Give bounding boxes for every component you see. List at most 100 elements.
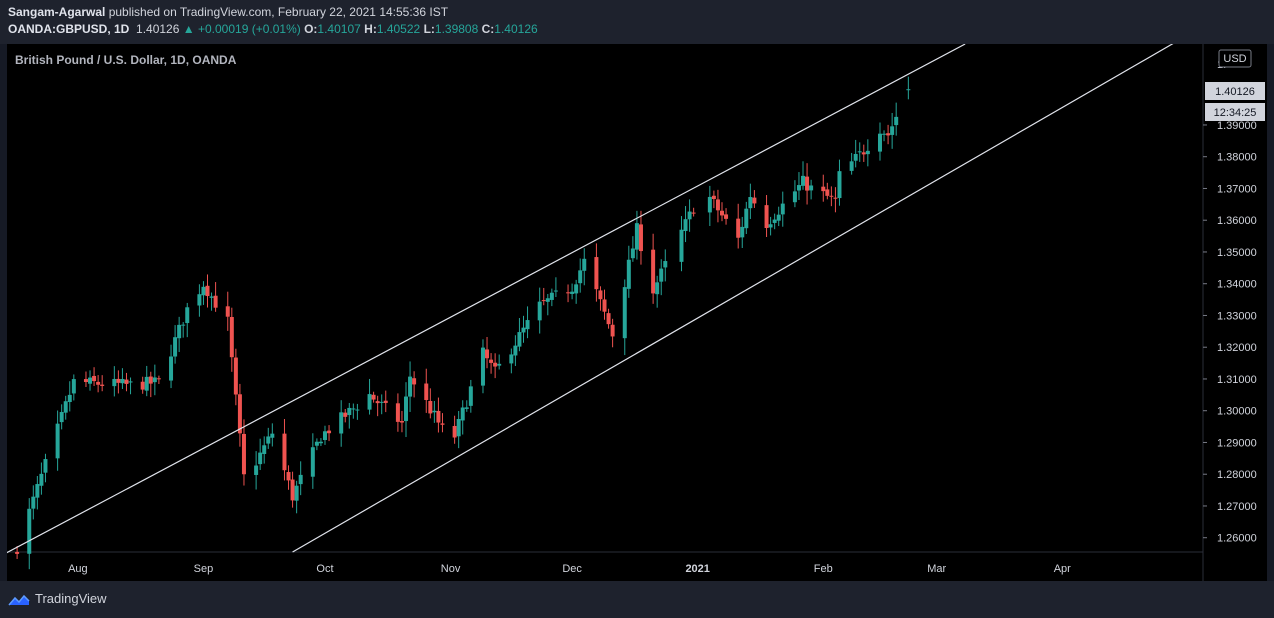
time-tick-label: Aug — [68, 563, 88, 575]
currency-button[interactable] — [1218, 49, 1252, 68]
candle-body — [853, 153, 858, 161]
last-price: 1.40126 — [136, 22, 180, 36]
candle-body — [764, 205, 769, 228]
candle-body — [610, 324, 615, 337]
tradingview-brand[interactable]: TradingView — [8, 591, 107, 607]
candle-body — [254, 465, 259, 475]
candle-body — [744, 208, 749, 229]
candle-body — [379, 401, 384, 403]
candle-body — [626, 259, 631, 289]
candle-body — [383, 400, 388, 403]
candle-body — [124, 379, 129, 384]
candle-body — [707, 196, 712, 213]
time-tick-label: Apr — [1054, 563, 1071, 575]
price-tick-label: 1.38000 — [1217, 152, 1257, 164]
countdown-tag — [1205, 103, 1265, 121]
candle-body — [489, 359, 494, 363]
candle-body — [432, 410, 437, 413]
candle-body — [290, 479, 295, 501]
candle-body — [837, 171, 842, 199]
candle-body — [266, 436, 271, 444]
candle-body — [691, 212, 696, 214]
symbol-line: OANDA:GBPUSD, 1D 1.40126 ▲ +0.00019 (+0.… — [8, 22, 538, 36]
candle-body — [594, 257, 599, 290]
candle-body — [541, 300, 546, 302]
trend-line-lower — [292, 25, 1204, 553]
candle-body — [480, 347, 485, 386]
candle-body — [460, 407, 465, 421]
candle-body — [792, 191, 797, 203]
candle-body — [711, 195, 716, 200]
price-tick-label: 1.28000 — [1217, 469, 1257, 481]
author-link[interactable]: Sangam-Agarwal — [8, 5, 106, 19]
price-chart[interactable]: British Pound / U.S. Dollar, 1D, OANDA 1… — [0, 25, 1267, 581]
candle-body — [659, 268, 664, 282]
candle-body — [513, 345, 518, 356]
candle-body — [772, 219, 777, 223]
candle-body — [31, 496, 36, 509]
candle-body — [262, 445, 267, 454]
candle-body — [67, 394, 72, 403]
candle-body — [71, 379, 76, 394]
candle-body — [809, 185, 814, 191]
candle-body — [719, 210, 724, 216]
candle-body — [173, 337, 178, 357]
candle-body — [651, 249, 656, 294]
price-tick-label: 1.33000 — [1217, 310, 1257, 322]
candle-body — [148, 376, 153, 384]
candle-body — [310, 447, 315, 477]
candle-body — [521, 327, 526, 333]
candle-body — [185, 307, 190, 324]
candle-body — [205, 285, 210, 297]
candle-body — [574, 284, 579, 294]
candle-body — [63, 401, 68, 413]
candle-body — [339, 412, 344, 434]
candle-body — [225, 306, 230, 317]
candle-body — [776, 214, 781, 221]
price-tick-label: 1.32000 — [1217, 342, 1257, 354]
high-value: 1.40522 — [376, 22, 421, 36]
chart-title: British Pound / U.S. Dollar, 1D, OANDA — [15, 53, 237, 67]
candle-body — [509, 354, 514, 364]
candle-body — [821, 186, 826, 192]
candle-body — [371, 394, 376, 400]
candle-body — [865, 150, 870, 155]
candle-body — [663, 261, 668, 268]
price-tick-label: 1.39000 — [1217, 120, 1257, 132]
candle-body — [318, 441, 323, 444]
candle-body — [602, 299, 607, 312]
candle-body — [468, 386, 473, 406]
candle-body — [59, 412, 64, 423]
candle-body — [408, 376, 413, 397]
close-label: C: — [481, 22, 495, 36]
candle-body — [630, 248, 635, 259]
open-value: 1.40107 — [317, 22, 361, 36]
candles — [15, 76, 911, 570]
price-axis[interactable] — [1203, 44, 1267, 581]
price-tick-label: 1.31000 — [1217, 374, 1257, 386]
candle-body — [829, 195, 834, 197]
candle-body — [395, 403, 400, 422]
candle-body — [88, 377, 93, 384]
candle-body — [282, 433, 287, 471]
price-tick-label: 1.26000 — [1217, 533, 1257, 545]
candle-body — [116, 378, 121, 383]
candle-body — [906, 89, 911, 91]
time-tick-label: Sep — [194, 563, 214, 575]
candle-body — [201, 286, 206, 296]
candle-body — [598, 290, 603, 300]
candle-body — [436, 410, 441, 423]
candle-body — [833, 197, 838, 199]
candle-body — [43, 459, 48, 473]
candle-body — [144, 376, 149, 391]
trend-channel[interactable] — [0, 25, 1204, 558]
candle-body — [327, 430, 332, 434]
candle-body — [412, 378, 417, 385]
candle-body — [566, 292, 571, 294]
candle-body — [440, 423, 445, 425]
price-tick-label: 1.27000 — [1217, 501, 1257, 513]
chart-area[interactable]: British Pound / U.S. Dollar, 1D, OANDA 1… — [0, 25, 1267, 581]
candle-body — [140, 381, 145, 390]
time-tick-label: Dec — [562, 563, 582, 575]
symbol-label: OANDA:GBPUSD, 1D — [8, 22, 130, 36]
